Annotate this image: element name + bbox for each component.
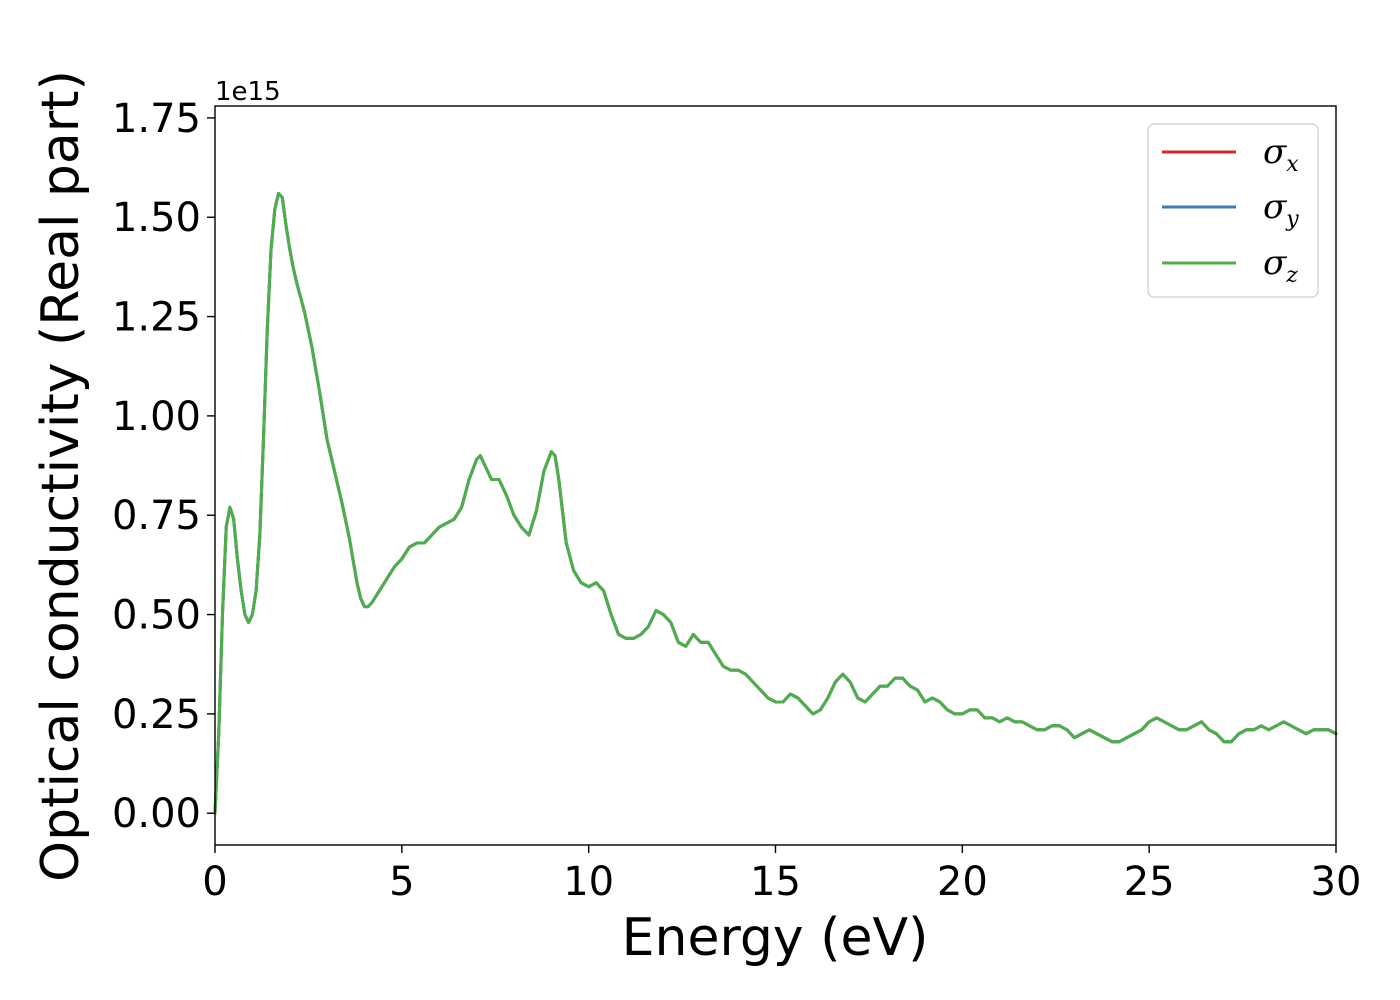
- x-tick-label: 20: [937, 859, 988, 905]
- legend-label-base: σ: [1263, 243, 1287, 283]
- x-tick-label: 0: [202, 859, 227, 905]
- legend-label-subscript: z: [1285, 263, 1298, 288]
- legend-label-base: σ: [1263, 132, 1287, 172]
- series-layer: [213, 191, 1338, 815]
- legend-label-sigma-x: σx: [1263, 132, 1299, 177]
- y-tick-label: 1.50: [112, 195, 201, 241]
- x-axis-ticks: 0 5 10 15 20 25 30: [202, 845, 1361, 905]
- y-tick-label: 0.75: [112, 493, 201, 539]
- legend-label-base: σ: [1263, 187, 1287, 227]
- x-tick-label: 10: [563, 859, 614, 905]
- y-tick-label: 0.50: [112, 593, 201, 639]
- x-tick-label: 30: [1311, 859, 1362, 905]
- x-tick-label: 5: [389, 859, 414, 905]
- legend-label-sigma-z: σz: [1263, 243, 1298, 288]
- y-axis-offset-label: 1e15: [215, 77, 281, 107]
- legend-label-subscript: x: [1286, 152, 1299, 177]
- x-tick-label: 15: [750, 859, 801, 905]
- y-tick-label: 0.00: [112, 791, 201, 837]
- y-tick-label: 1.25: [112, 295, 201, 341]
- y-axis-label: Optical conductivity (Real part): [31, 70, 91, 882]
- x-axis-label: Energy (eV): [622, 908, 929, 968]
- y-tick-label: 0.25: [112, 692, 201, 738]
- x-tick-label: 25: [1124, 859, 1175, 905]
- y-axis-ticks: 0.00 0.25 0.50 0.75 1.00 1.25 1.50 1.75: [112, 96, 215, 837]
- legend-label-subscript: y: [1285, 207, 1299, 232]
- series-line-sigma-z: [213, 191, 1338, 815]
- legend-frame: [1147, 123, 1319, 298]
- y-tick-label: 1.75: [112, 96, 201, 142]
- legend-label-sigma-y: σy: [1263, 187, 1299, 232]
- y-tick-label: 1.00: [112, 394, 201, 440]
